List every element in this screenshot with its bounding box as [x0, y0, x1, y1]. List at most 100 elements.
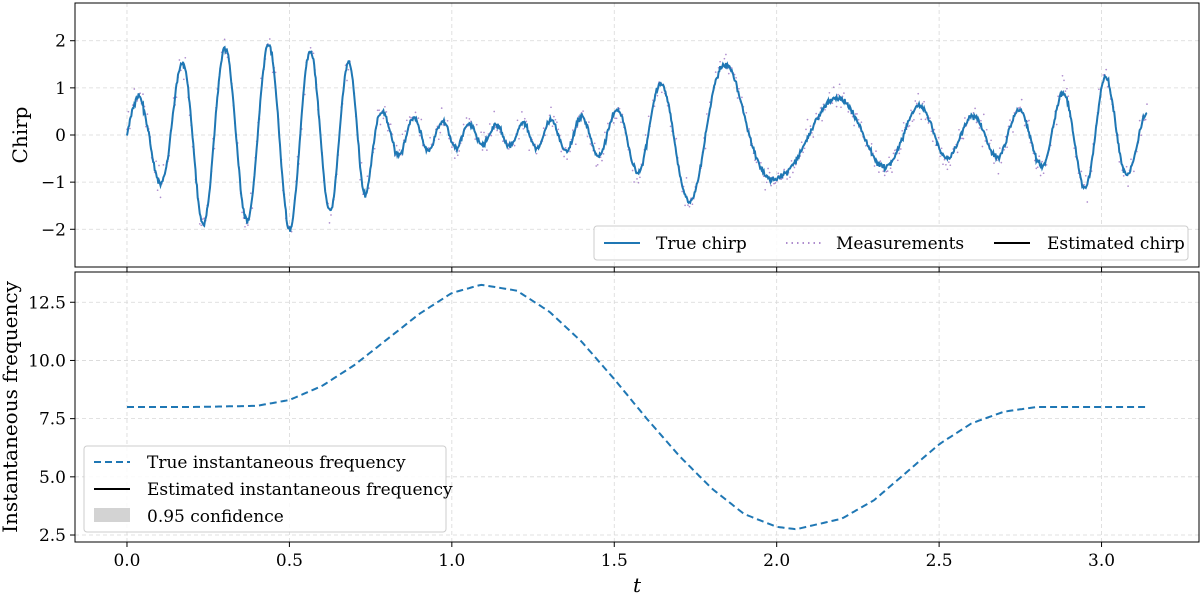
frequency-ylabel: Instantaneous frequency — [0, 280, 22, 533]
measurement-point — [741, 96, 743, 99]
true-chirp-line — [126, 43, 1148, 232]
measurement-point — [1006, 146, 1008, 149]
measurement-point — [448, 137, 450, 140]
measurement-point — [408, 116, 411, 118]
measurement-point — [1057, 95, 1059, 98]
measurement-point — [1066, 87, 1068, 90]
measurement-point — [513, 144, 516, 147]
measurement-point — [774, 182, 777, 184]
measurement-point — [1127, 185, 1129, 187]
measurement-point — [946, 168, 949, 171]
measurement-point — [156, 189, 159, 192]
measurement-point — [843, 92, 845, 94]
measurement-point — [274, 71, 277, 74]
legend-estimated-chirp: Estimated chirp — [1047, 234, 1185, 254]
measurement-point — [589, 143, 592, 145]
measurement-point — [755, 161, 758, 164]
measurement-point — [980, 119, 982, 122]
measurement-point — [542, 127, 545, 129]
measurement-point — [158, 164, 160, 167]
measurement-point — [821, 119, 823, 122]
measurement-point — [1105, 68, 1108, 71]
measurement-point — [768, 171, 771, 174]
measurement-point — [860, 121, 863, 124]
measurement-point — [891, 171, 893, 173]
measurement-point — [268, 38, 271, 40]
chirp-panel: −2 −1 0 1 2 Chirp True chirp Measurements Es… — [8, 2, 1200, 272]
freq-ytick-label: 7.5 — [39, 410, 66, 430]
measurement-point — [639, 176, 641, 179]
measurement-point — [427, 147, 430, 149]
measurement-point — [480, 131, 482, 134]
measurement-point — [894, 149, 896, 152]
measurement-point — [577, 115, 580, 118]
measurement-point — [760, 161, 762, 164]
measurement-point — [669, 125, 672, 128]
measurement-point — [924, 118, 927, 121]
measurement-point — [961, 137, 963, 140]
measurement-point — [401, 133, 404, 136]
measurement-point — [490, 134, 493, 137]
measurement-point — [604, 131, 606, 134]
measurement-point — [998, 147, 1001, 149]
measurement-point — [1035, 167, 1038, 170]
measurement-point — [618, 107, 621, 110]
measurement-point — [569, 150, 571, 153]
chirp-ylabel: Chirp — [8, 107, 32, 164]
measurement-point — [892, 152, 895, 155]
measurement-point — [988, 142, 991, 145]
measurement-point — [704, 147, 707, 150]
measurement-point — [572, 129, 574, 131]
measurement-point — [486, 149, 488, 151]
measurement-point — [398, 149, 401, 151]
measurement-point — [748, 128, 751, 130]
measurement-point — [914, 100, 917, 102]
measurement-point — [468, 118, 471, 120]
measurement-point — [1098, 88, 1100, 91]
measurement-point — [1017, 107, 1020, 109]
measurement-point — [847, 111, 850, 113]
measurement-point — [328, 222, 331, 224]
measurement-point — [958, 128, 960, 131]
measurement-point — [376, 109, 379, 112]
measurement-point — [964, 117, 966, 119]
measurement-point — [685, 177, 688, 179]
measurement-point — [312, 52, 315, 55]
measurement-point — [660, 91, 663, 94]
measurement-point — [767, 167, 769, 170]
measurement-point — [389, 123, 392, 126]
measurement-point — [1144, 118, 1147, 121]
measurement-point — [366, 175, 369, 178]
chirp-ytick-label: 2 — [55, 32, 66, 52]
measurement-point — [738, 87, 740, 90]
measurement-point — [382, 117, 385, 120]
measurement-point — [379, 123, 382, 126]
measurement-point — [405, 119, 408, 122]
freq-ytick-label: 2.5 — [39, 526, 66, 546]
measurement-point — [901, 129, 904, 132]
measurement-point — [910, 109, 912, 112]
measurement-point — [385, 111, 388, 113]
measurement-point — [723, 57, 726, 60]
measurement-point — [875, 150, 877, 152]
measurement-point — [835, 105, 838, 108]
measurement-point — [681, 190, 684, 193]
measurement-point — [1003, 148, 1006, 151]
measurement-point — [824, 108, 826, 111]
measurement-point — [1146, 103, 1148, 105]
measurement-point — [550, 106, 552, 109]
measurement-point — [586, 135, 589, 138]
measurement-point — [502, 140, 504, 143]
measurement-point — [560, 150, 563, 153]
legend-true-frequency: True instantaneous frequency — [147, 453, 406, 473]
measurement-point — [878, 171, 880, 173]
measurement-point — [614, 117, 616, 120]
measurement-point — [507, 148, 510, 150]
measurement-point — [521, 111, 523, 113]
measurement-point — [725, 53, 727, 56]
measurement-point — [647, 115, 650, 118]
measurement-point — [911, 120, 914, 123]
measurement-point — [200, 224, 203, 227]
measurement-point — [440, 107, 443, 109]
